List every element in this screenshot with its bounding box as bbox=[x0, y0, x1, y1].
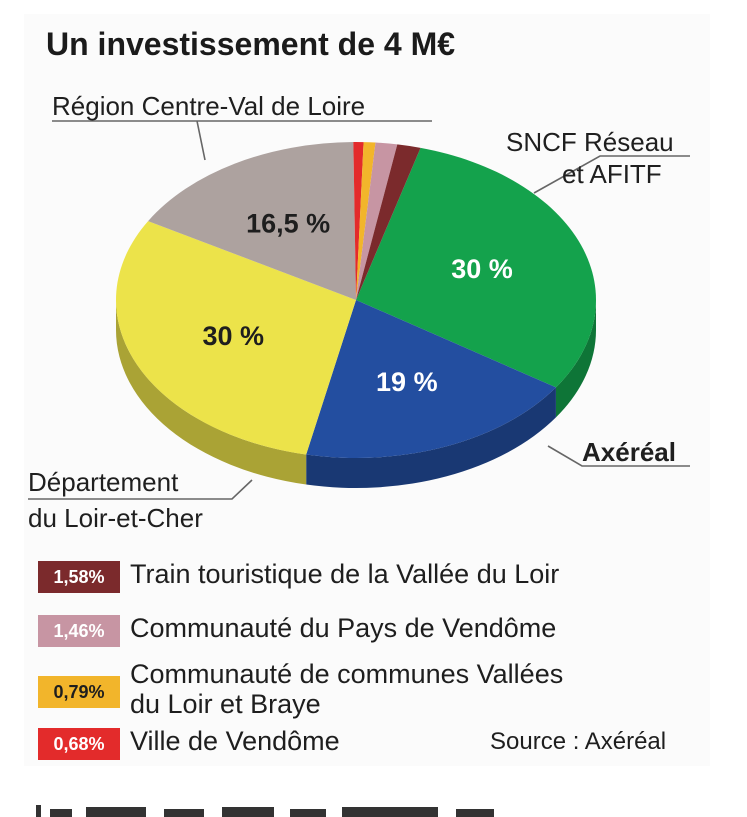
callout-departement-line2: du Loir-et-Cher bbox=[28, 503, 203, 533]
pie-label-departement-du-loir-et-cher: 16,5 % bbox=[246, 209, 330, 239]
leader-region bbox=[52, 120, 432, 161]
callout-sncf-line1: SNCF Réseau bbox=[506, 127, 674, 157]
leader-departement bbox=[28, 479, 253, 500]
pie-slice-region-centre-val-de-loire bbox=[356, 147, 597, 388]
legend-label-vallees-loir: Communauté de communes Vallées du Loir e… bbox=[130, 659, 563, 719]
chart-title: Un investissement de 4 M€ bbox=[46, 26, 456, 62]
leader-sncf bbox=[533, 155, 690, 194]
pie-depth-layer bbox=[116, 300, 596, 489]
pie-label-sncf-reseau-et-afitf: 19 % bbox=[376, 367, 438, 397]
legend-label-pays-vendome: Communauté du Pays de Vendôme bbox=[130, 613, 557, 643]
pie-slice-departement-du-loir-et-cher bbox=[148, 142, 356, 300]
legend-label-train: Train touristique de la Vallée du Loir bbox=[130, 559, 560, 589]
callout-sncf-line2: et AFITF bbox=[562, 159, 662, 189]
legend-badge-train: 1,58% bbox=[38, 561, 120, 593]
pie-slice-axereal bbox=[115, 221, 356, 455]
pie-label-region-centre-val-de-loire: 30 % bbox=[451, 254, 513, 284]
pie-chart: 30 % 19 % 30 % 16,5 % bbox=[28, 120, 690, 500]
leader-axereal bbox=[547, 445, 690, 467]
pie-depth-region-centre-val-de-loire bbox=[555, 300, 596, 418]
legend-label-vallees-loir-line1: Communauté de communes Vallées bbox=[130, 659, 564, 689]
pie-slice-communaute-du-pays-de-vendome bbox=[356, 142, 398, 300]
callout-departement-line1: Département bbox=[28, 467, 179, 497]
legend-label-vallees-loir-line2: du Loir et Braye bbox=[130, 689, 321, 719]
pie-label-axereal: 30 % bbox=[202, 321, 264, 351]
callout-axereal: Axéréal bbox=[582, 437, 676, 467]
cropped-text-fragment bbox=[36, 805, 494, 817]
legend-badge-vallees-loir: 0,79% bbox=[38, 676, 120, 708]
pie-depth-sncf-reseau-et-afitf bbox=[306, 387, 556, 489]
leader-lines bbox=[28, 120, 690, 500]
pie-slice-sncf-reseau-et-afitf bbox=[306, 300, 556, 458]
pie-slice-train-touristique-de-la-vallee-du-loir bbox=[356, 144, 421, 300]
pie-slice-communaute-de-communes-vallees-du-loir-et-braye bbox=[356, 142, 376, 300]
pie-top-layer bbox=[115, 142, 597, 458]
legend-badge-ville-vendome: 0,68% bbox=[38, 728, 120, 760]
pie-depth-axereal bbox=[116, 300, 307, 485]
pie-labels-layer: 30 % 19 % 30 % 16,5 % bbox=[202, 209, 512, 397]
legend-label-ville-vendome: Ville de Vendôme bbox=[130, 726, 340, 756]
pie-slice-ville-de-vendome bbox=[353, 142, 364, 300]
callout-region: Région Centre-Val de Loire bbox=[52, 91, 366, 121]
legend-badge-pays-vendome: 1,46% bbox=[38, 615, 120, 647]
source-note: Source : Axéréal bbox=[490, 728, 667, 755]
